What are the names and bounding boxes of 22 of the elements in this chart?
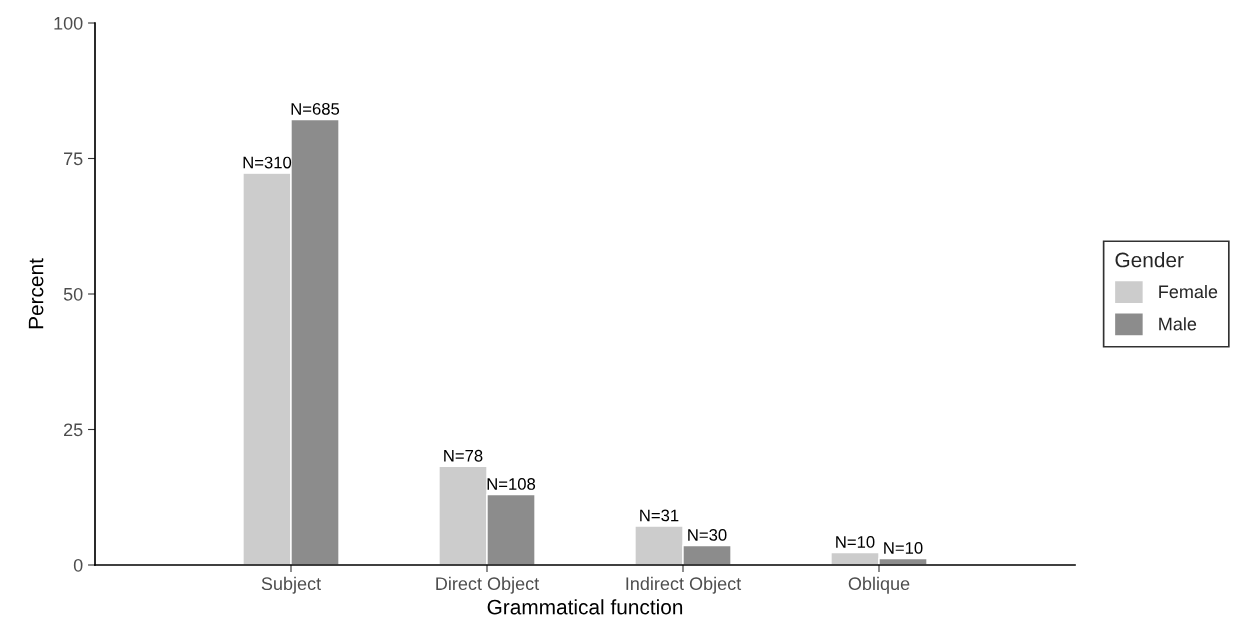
y-axis-title: Percent: [28, 258, 44, 329]
legend-label: Female: [1159, 284, 1218, 299]
y-tick-label: 100: [54, 16, 83, 30]
legend-title: Gender: [1115, 252, 1184, 268]
annotation: N=78: [444, 449, 483, 462]
annotation: N=31: [640, 509, 679, 522]
annotation: N=10: [884, 542, 923, 554]
annotation: N=30: [688, 529, 727, 541]
annotation: N=310: [243, 156, 292, 169]
y-tick-label: 50: [63, 287, 83, 301]
y-tick-label: 25: [64, 423, 83, 437]
x-tick-label: Subject: [261, 576, 321, 594]
x-tick-label: Direct Object: [436, 576, 540, 594]
x-tick-label: Indirect Object: [626, 576, 742, 594]
y-tick-label: 75: [64, 152, 83, 166]
annotation: N=10: [836, 536, 875, 548]
x-axis-title: Grammatical function: [487, 599, 683, 615]
annotation: N=685: [291, 102, 340, 115]
annotation: N=108: [487, 478, 536, 490]
y-tick-label: 0: [73, 558, 83, 572]
x-tick-label: Oblique: [848, 576, 910, 594]
legend-label: Male: [1159, 317, 1197, 331]
